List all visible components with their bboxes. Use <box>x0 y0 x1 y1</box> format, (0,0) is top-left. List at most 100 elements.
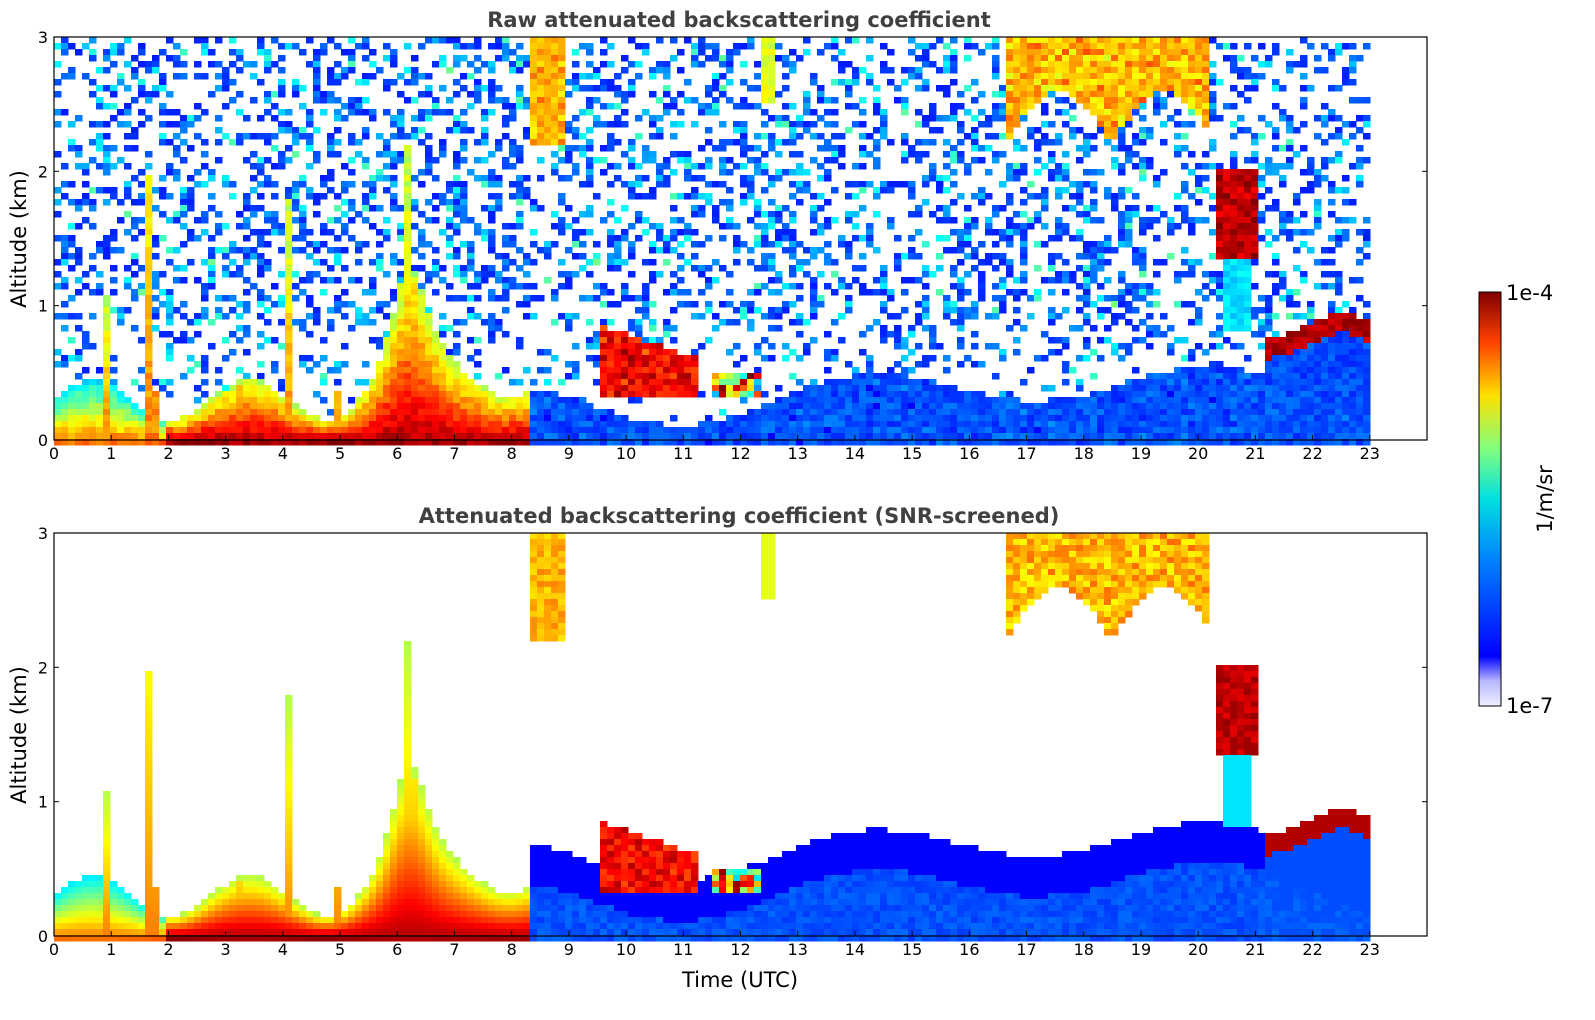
heatmap-cell <box>1097 265 1105 272</box>
heatmap-cell <box>978 241 986 248</box>
heatmap-cell <box>824 223 832 230</box>
heatmap-cell <box>649 193 657 200</box>
heatmap-cell <box>558 61 566 68</box>
heatmap-cell <box>957 433 965 440</box>
heatmap-cell <box>908 235 916 242</box>
heatmap-cell <box>621 283 629 290</box>
heatmap-cell <box>383 367 391 374</box>
heatmap-cell <box>1118 385 1126 392</box>
heatmap-cell <box>663 103 671 110</box>
heatmap-cell <box>999 229 1007 236</box>
heatmap-cell <box>1104 439 1112 446</box>
heatmap-cell <box>964 241 972 248</box>
heatmap-cell <box>495 175 503 182</box>
heatmap-cell <box>880 409 888 416</box>
heatmap-cell <box>789 415 797 422</box>
heatmap-cell <box>320 439 328 446</box>
heatmap-cell <box>439 421 447 428</box>
heatmap-cell <box>341 313 349 320</box>
heatmap-cell <box>215 73 223 80</box>
heatmap-cell <box>558 97 566 104</box>
heatmap-cell <box>579 403 587 410</box>
heatmap-cell <box>82 73 90 80</box>
heatmap-cell <box>754 199 762 206</box>
heatmap-cell <box>649 187 657 194</box>
heatmap-cell <box>460 127 468 134</box>
heatmap-cell <box>887 433 895 440</box>
heatmap-cell <box>425 403 433 410</box>
heatmap-cell <box>495 199 503 206</box>
heatmap-cell <box>894 439 902 446</box>
heatmap-cell <box>642 391 650 398</box>
heatmap-cell <box>320 43 328 50</box>
heatmap-cell <box>390 439 398 446</box>
heatmap-cell <box>719 265 727 272</box>
heatmap-cell <box>754 205 762 212</box>
heatmap-cell <box>628 361 636 368</box>
heatmap-cell <box>509 235 517 242</box>
heatmap-cell <box>61 181 69 188</box>
heatmap-cell <box>614 367 622 374</box>
heatmap-cell <box>124 145 132 152</box>
heatmap-cell <box>1132 211 1140 218</box>
heatmap-cell <box>1132 385 1140 392</box>
heatmap-cell <box>278 439 286 446</box>
heatmap-cell <box>1125 235 1133 242</box>
heatmap-cell <box>418 313 426 320</box>
heatmap-cell <box>299 133 307 140</box>
heatmap-cell <box>341 49 349 56</box>
heatmap-cell <box>775 241 783 248</box>
heatmap-cell <box>425 307 433 314</box>
heatmap-cell <box>243 439 251 446</box>
heatmap-cell <box>180 121 188 128</box>
heatmap-cell <box>1013 337 1021 344</box>
heatmap-cell <box>502 241 510 248</box>
heatmap-cell <box>922 241 930 248</box>
heatmap-cell <box>285 343 293 350</box>
heatmap-cell <box>866 37 874 44</box>
heatmap-cell <box>1132 367 1140 374</box>
heatmap-cell <box>264 385 272 392</box>
heatmap-cell <box>537 139 545 146</box>
heatmap-cell <box>712 181 720 188</box>
heatmap-cell <box>810 205 818 212</box>
heatmap-cell <box>159 379 167 386</box>
heatmap-cell <box>894 265 902 272</box>
heatmap-cell <box>950 67 958 74</box>
heatmap-cell <box>138 121 146 128</box>
heatmap-cell <box>271 397 279 404</box>
heatmap-cell <box>894 97 902 104</box>
heatmap-cell <box>54 235 62 242</box>
heatmap-cell <box>733 103 741 110</box>
heatmap-cell <box>425 331 433 338</box>
heatmap-cell <box>145 427 153 434</box>
heatmap-cell <box>628 37 636 44</box>
heatmap-cell <box>656 61 664 68</box>
heatmap-cell <box>1111 247 1119 254</box>
heatmap-cell <box>530 409 538 416</box>
heatmap-cell <box>1111 295 1119 302</box>
heatmap-cell <box>985 169 993 176</box>
heatmap-cell <box>985 145 993 152</box>
heatmap-cell <box>96 133 104 140</box>
heatmap-cell <box>607 433 615 440</box>
heatmap-cell <box>670 217 678 224</box>
heatmap-cell <box>698 103 706 110</box>
heatmap-cell <box>544 67 552 74</box>
heatmap-cell <box>831 37 839 44</box>
heatmap-cell <box>362 421 370 428</box>
heatmap-cell <box>992 157 1000 164</box>
heatmap-cell <box>1132 97 1140 104</box>
heatmap-cell <box>663 247 671 254</box>
heatmap-cell <box>1160 73 1168 80</box>
heatmap-cell <box>271 367 279 374</box>
heatmap-cell <box>642 217 650 224</box>
heatmap-cell <box>866 73 874 80</box>
heatmap-cell <box>824 403 832 410</box>
heatmap-cell <box>775 313 783 320</box>
heatmap-cell <box>96 241 104 248</box>
heatmap-cell <box>320 355 328 362</box>
heatmap-cell <box>481 391 489 398</box>
heatmap-cell <box>1013 43 1021 50</box>
heatmap-cell <box>936 403 944 410</box>
